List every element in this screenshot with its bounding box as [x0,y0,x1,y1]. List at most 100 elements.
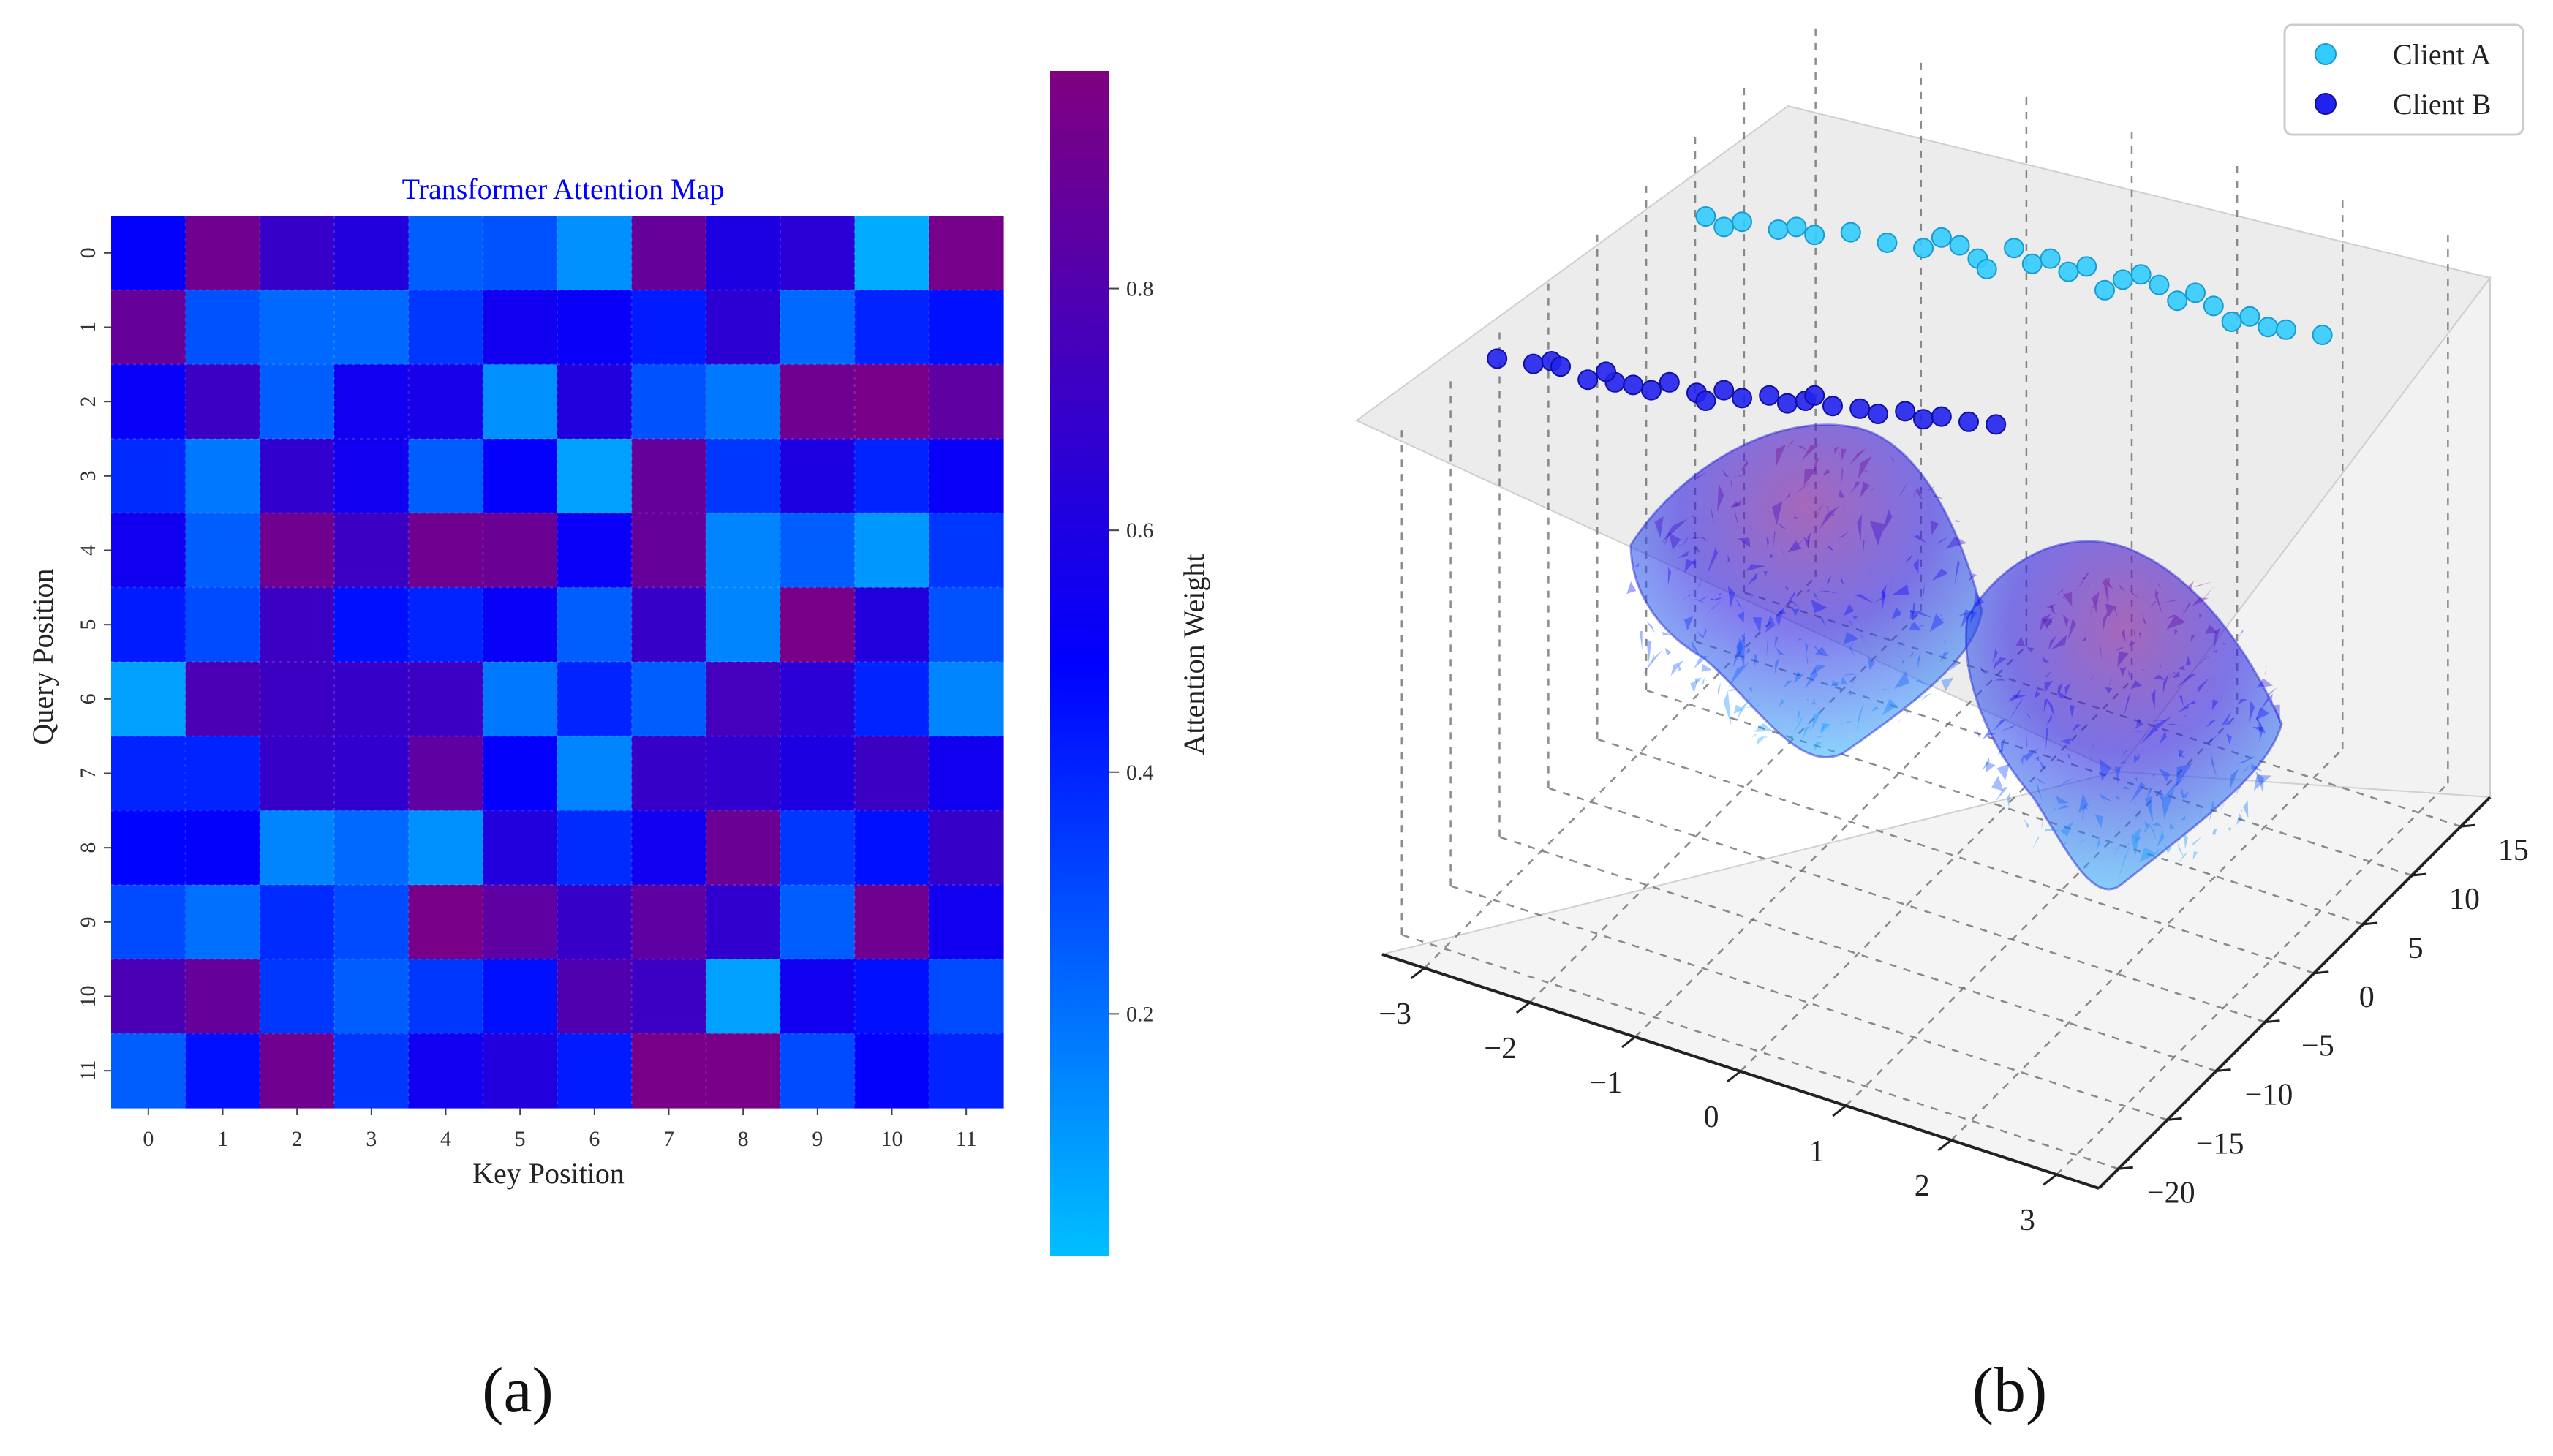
heatmap-x-tick-label: 1 [217,1127,228,1151]
surface-facet [1941,677,1954,692]
scatter-point-client-a [1840,222,1861,243]
surface-facet [1896,641,1904,650]
surface-facet [2256,776,2261,780]
heatmap-y-tick-label: 11 [76,1060,100,1082]
surface-facet [1806,722,1811,733]
surface-facet [1763,571,1768,576]
surface-facet [2118,583,2126,592]
surface-facet [2150,600,2157,608]
colorbar-tick-label: 0.8 [1126,277,1154,301]
surface-facet [1889,577,1893,596]
surface-facet [2236,698,2248,705]
surface-facet [1754,653,1758,668]
floor-gridline [1528,610,1922,1003]
scatter-point-client-a [2058,261,2079,282]
surface-facet [2082,576,2087,581]
surface-facet [2255,707,2270,720]
surface-facet [2162,673,2170,694]
surface-facet [1882,589,1886,611]
surface-facet [2133,755,2140,764]
scatter-point-client-a [1913,238,1934,259]
surface-facet [1867,656,1876,671]
surface-facet [2082,804,2089,810]
surface-facet [2175,674,2196,689]
surface-facet [1694,546,1701,554]
surface-facet [2062,614,2069,627]
surface-facet [1843,673,1860,676]
heatmap-cell [334,736,410,811]
colorbar-tick-label: 0.6 [1126,518,1154,543]
surface-facet [2134,801,2138,804]
surface-facet [1819,723,1831,734]
surface-facet [2066,753,2070,761]
surface-facet [2188,583,2194,587]
surface-facet [1913,488,1917,498]
surface-facet [2008,695,2025,723]
surface-facet [2141,668,2148,674]
surface-facet [1878,618,1883,631]
3d-x-tick [2043,1173,2058,1186]
surface-facet [2251,763,2263,772]
heatmap-x-tick-label: 10 [881,1127,903,1151]
surface-facet [1852,615,1858,620]
surface-facet [1654,516,1664,539]
3d-x-tick-label: 1 [1809,1135,1825,1169]
surface-facet [1816,735,1825,739]
surface-facet [2050,635,2067,650]
scatter-point-client-a [2094,279,2115,301]
surface-facet [2205,624,2217,634]
surface-facet [1727,554,1730,563]
heatmap-cell [780,216,856,291]
colorbar [1050,71,1109,1256]
heatmap-cell [483,290,558,365]
heatmap-cell [557,290,633,365]
surface-facet [2217,801,2226,816]
surface-facet [1779,542,1787,565]
surface-facet [1694,656,1708,669]
surface-facet [2113,844,2120,856]
surface-facet [1806,652,1809,665]
heatmap-y-tick-label: 2 [76,396,100,407]
surface-facet [2105,612,2111,616]
heatmap-y-tick-label: 6 [76,693,100,704]
heatmap-cell [929,513,1004,588]
surface-facet [1811,701,1819,705]
scatter-point-client-a [1768,219,1789,240]
heatmap-cell [408,1033,483,1109]
surface-facet [1852,734,1860,740]
surface-facet [2140,716,2172,744]
surface-facet [1733,704,1743,714]
colorbar-tick-label: 0.4 [1126,761,1154,785]
heatmap-cell [706,885,781,960]
surface-facet [1701,663,1712,672]
surface-facet [2024,818,2030,829]
heatmap-cell [334,290,410,365]
scatter-point-client-a [2276,319,2296,340]
surface-facet [1953,520,1961,523]
heatmap-cell [185,810,260,886]
heatmap-cell [557,513,633,588]
surface-facet [2013,688,2022,698]
heatmap-cell [334,587,410,663]
surface-facet [1700,537,1709,542]
scatter-point-client-b [1804,385,1825,406]
panel-label-b: (b) [1972,1355,2048,1426]
surface-facet [1682,552,1684,558]
heatmap-cell [334,885,410,960]
surface-facet [2115,647,2124,652]
heatmap-cell [111,1033,186,1109]
surface-facet [2188,703,2197,705]
surface-facet [1790,600,1800,608]
heatmap-cell [111,587,186,663]
surface-facet [1797,709,1801,723]
surface-facet [1697,513,1700,527]
surface-facet [2258,722,2261,733]
surface-facet [1752,617,1762,634]
heatmap-x-tick-label: 8 [738,1127,749,1151]
surface-facet [1969,611,1977,625]
surface-facet [1682,593,1694,601]
surface-facet [1774,657,1780,674]
heatmap-cell [929,810,1004,886]
surface-facet [2249,701,2255,724]
